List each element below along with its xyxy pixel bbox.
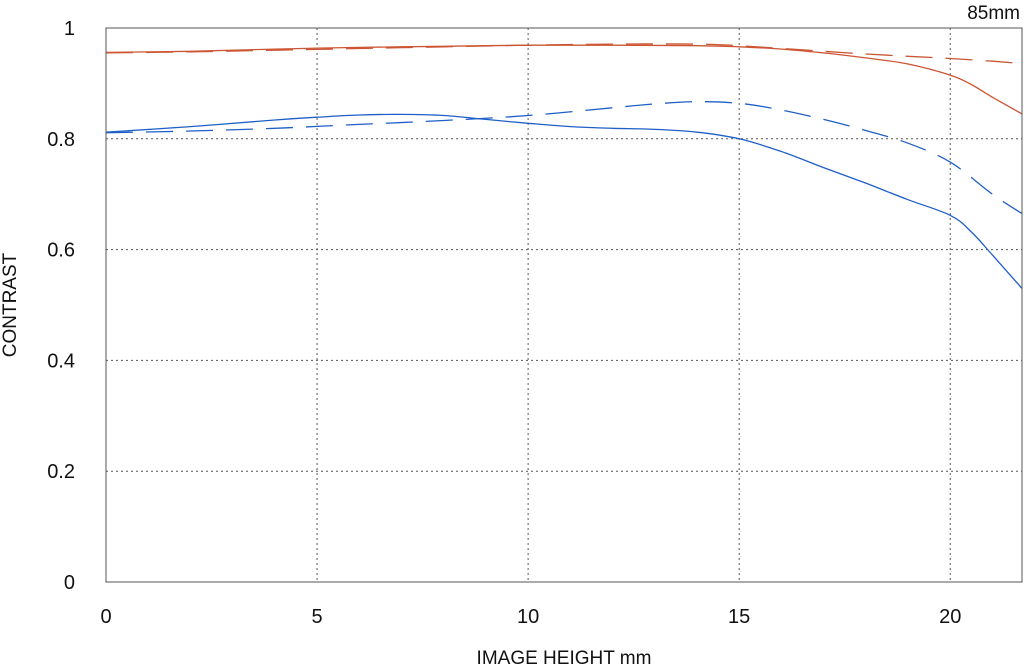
- chart-series-group: [105, 43, 1023, 289]
- series-red-dashed: [105, 43, 1023, 65]
- y-tick-label: 0.8: [47, 129, 75, 151]
- y-tick-label: 0: [64, 572, 75, 594]
- x-tick-label: 5: [311, 606, 322, 628]
- x-tick-label: 15: [728, 606, 750, 628]
- plot-frame: [105, 27, 1023, 583]
- y-tick-label: 0.4: [47, 350, 75, 372]
- y-tick-label: 0.6: [47, 240, 75, 262]
- series-blue-solid: [105, 113, 1023, 289]
- annotation-85mm: 85mm: [967, 3, 1020, 24]
- series-blue-dashed: [105, 101, 1023, 215]
- x-tick-label: 20: [939, 606, 961, 628]
- y-tick-label: 1: [64, 18, 75, 40]
- x-tick-label: 10: [517, 606, 539, 628]
- x-tick-labels: 0 5 10 15 20: [100, 606, 961, 628]
- y-tick-labels: 0 0.2 0.4 0.6 0.8 1: [47, 18, 75, 594]
- grid-lines: [106, 28, 1022, 582]
- series-red-solid: [105, 44, 1023, 115]
- x-axis-title: IMAGE HEIGHT mm: [477, 648, 652, 669]
- x-tick-label: 0: [100, 606, 111, 628]
- y-tick-label: 0.2: [47, 461, 75, 483]
- y-axis-title: CONTRAST: [0, 252, 21, 357]
